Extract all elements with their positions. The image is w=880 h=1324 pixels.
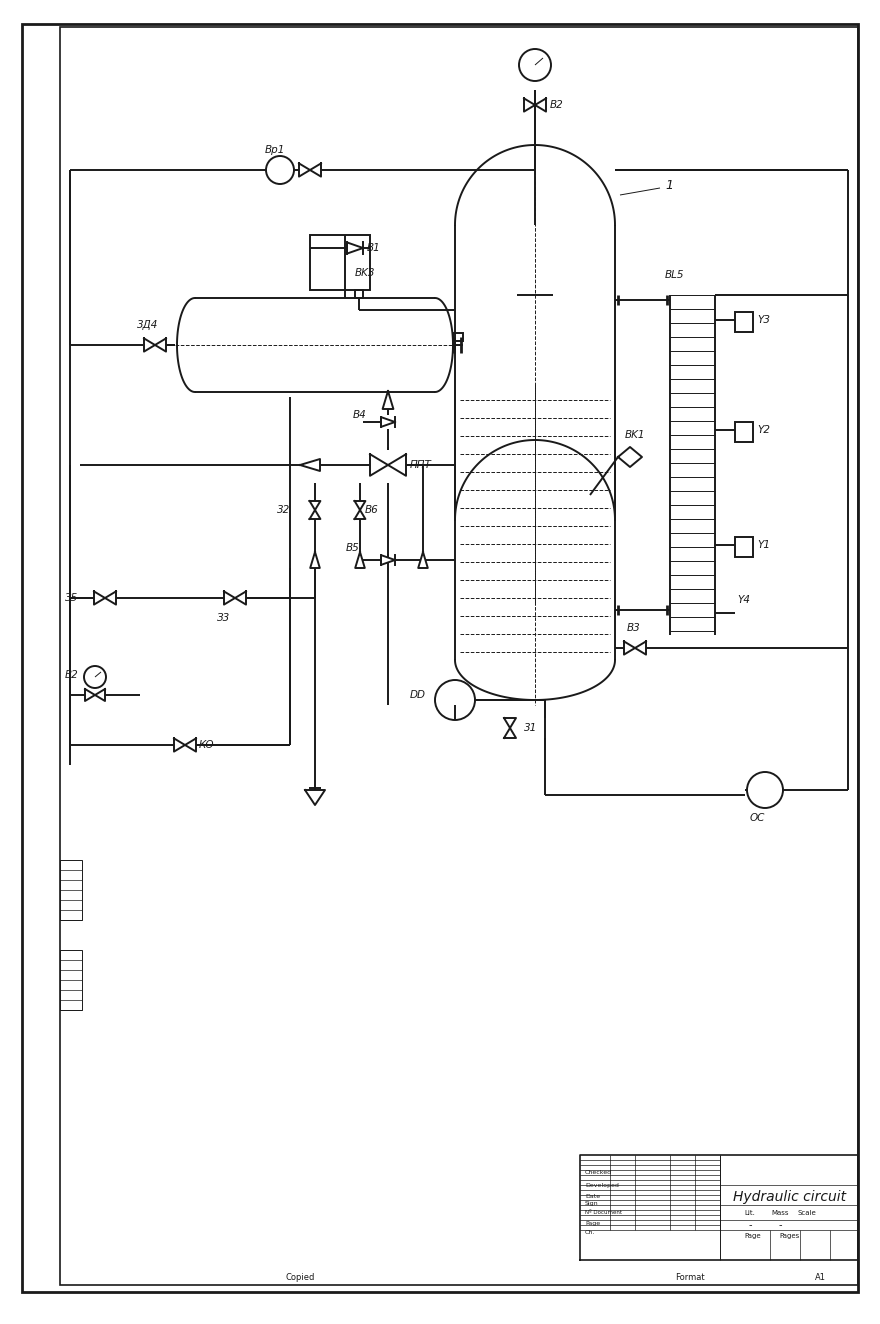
Polygon shape	[144, 339, 155, 352]
Text: BK1: BK1	[625, 430, 646, 440]
Polygon shape	[388, 454, 406, 475]
Polygon shape	[155, 339, 166, 352]
Text: B2: B2	[550, 101, 564, 110]
Polygon shape	[635, 641, 646, 654]
Text: З5: З5	[65, 593, 78, 602]
Polygon shape	[381, 555, 395, 565]
Text: Mass: Mass	[771, 1210, 788, 1215]
Polygon shape	[524, 98, 535, 111]
Polygon shape	[355, 500, 365, 510]
Text: B1: B1	[367, 244, 381, 253]
Polygon shape	[356, 552, 365, 568]
Text: 31: 31	[524, 723, 538, 733]
Text: Checked: Checked	[585, 1169, 612, 1174]
Text: B6: B6	[365, 504, 378, 515]
Polygon shape	[504, 718, 516, 728]
Text: КО: КО	[199, 740, 215, 749]
Polygon shape	[504, 728, 516, 737]
Polygon shape	[355, 510, 365, 519]
Text: B4: B4	[353, 410, 367, 420]
Text: Developed: Developed	[585, 1182, 619, 1188]
Text: Sign: Sign	[585, 1201, 598, 1206]
Polygon shape	[299, 163, 310, 176]
Text: Copied: Copied	[285, 1274, 315, 1283]
Text: З3: З3	[217, 613, 231, 624]
Text: BL5: BL5	[665, 270, 685, 279]
Bar	[60, 951, 82, 1010]
Bar	[453, 334, 463, 342]
Polygon shape	[624, 641, 635, 654]
Text: -: -	[778, 1219, 781, 1230]
Polygon shape	[311, 552, 319, 568]
Text: B3: B3	[627, 624, 641, 633]
Text: Lit.: Lit.	[744, 1210, 755, 1215]
Polygon shape	[618, 448, 642, 467]
Bar	[735, 422, 753, 442]
Text: 3Д4: 3Д4	[137, 320, 158, 330]
Polygon shape	[305, 790, 325, 805]
Bar	[60, 861, 82, 920]
Text: 1: 1	[665, 179, 673, 192]
Text: DD: DD	[410, 690, 426, 700]
Text: Y2: Y2	[757, 425, 770, 436]
Bar	[735, 312, 753, 332]
Polygon shape	[95, 688, 105, 700]
Text: BK3: BK3	[355, 267, 376, 278]
Polygon shape	[174, 739, 185, 752]
Text: Bp1: Bp1	[265, 146, 285, 155]
Polygon shape	[94, 592, 105, 605]
Polygon shape	[224, 592, 235, 605]
Text: B5: B5	[346, 543, 360, 553]
Text: Y1: Y1	[757, 540, 770, 549]
Polygon shape	[300, 459, 320, 471]
Polygon shape	[418, 552, 428, 568]
Polygon shape	[105, 592, 116, 605]
Polygon shape	[310, 510, 320, 519]
Text: Date: Date	[585, 1193, 600, 1198]
Polygon shape	[535, 98, 546, 111]
Text: Y4: Y4	[737, 594, 750, 605]
Text: -: -	[748, 1219, 752, 1230]
Bar	[735, 538, 753, 557]
Polygon shape	[347, 242, 363, 254]
Text: ППТ: ППТ	[410, 459, 432, 470]
Polygon shape	[235, 592, 246, 605]
Text: Scale: Scale	[797, 1210, 817, 1215]
Polygon shape	[310, 500, 320, 510]
Polygon shape	[381, 417, 395, 426]
Text: Y3: Y3	[757, 315, 770, 324]
Text: B2: B2	[65, 670, 78, 681]
Text: Pages: Pages	[780, 1233, 800, 1239]
Polygon shape	[383, 391, 393, 409]
Text: A1: A1	[815, 1274, 825, 1283]
Text: Format: Format	[675, 1274, 705, 1283]
Polygon shape	[85, 688, 95, 700]
Text: Ch.: Ch.	[585, 1230, 596, 1234]
Polygon shape	[185, 739, 196, 752]
Text: Page: Page	[744, 1233, 761, 1239]
Polygon shape	[370, 454, 388, 475]
Text: 32: 32	[277, 504, 290, 515]
Text: Nº Document: Nº Document	[585, 1210, 622, 1214]
Text: Page: Page	[585, 1222, 600, 1226]
Bar	[355, 290, 363, 298]
Bar	[310, 234, 370, 290]
Text: OC: OC	[750, 813, 766, 824]
Polygon shape	[310, 163, 321, 176]
Text: Hydraulic circuit: Hydraulic circuit	[733, 1190, 847, 1204]
